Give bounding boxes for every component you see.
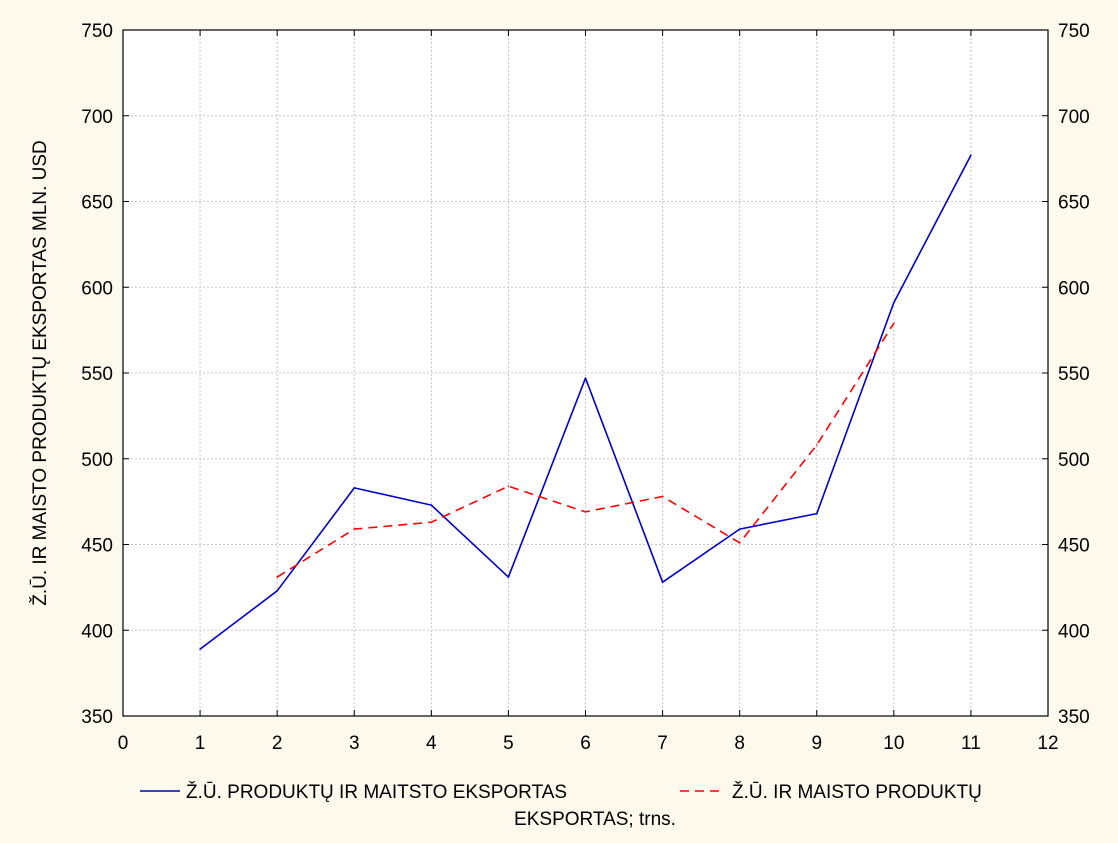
x-tick-label: 8 (734, 733, 745, 754)
data-point-series-2 (353, 528, 356, 530)
y-tick-label-left: 750 (81, 21, 113, 42)
x-tick-label: 1 (195, 733, 206, 754)
data-point-series-1 (430, 504, 433, 506)
y-tick-label-left: 650 (81, 193, 113, 214)
data-point-series-2 (507, 485, 510, 487)
x-tick-label: 5 (503, 733, 514, 754)
y-tick-label-left: 500 (81, 450, 113, 471)
y-tick-label-right: 700 (1058, 107, 1090, 128)
data-point-series-1 (661, 581, 664, 584)
x-tick-label: 2 (272, 733, 283, 754)
data-point-series-2 (738, 541, 741, 544)
x-tick-label: 12 (1037, 733, 1058, 754)
y-tick-label-right: 550 (1058, 364, 1090, 385)
y-tick-label-left: 350 (81, 707, 113, 728)
y-tick-label-left: 700 (81, 107, 113, 128)
x-tick-label: 9 (811, 733, 822, 754)
x-tick-label: 3 (349, 733, 360, 754)
data-point-series-1 (507, 576, 510, 578)
data-point-series-2 (430, 521, 433, 524)
y-tick-label-right: 450 (1058, 536, 1090, 557)
y-tick-label-left: 550 (81, 364, 113, 385)
x-tick-label: 0 (118, 733, 129, 754)
data-point-series-1 (199, 648, 201, 650)
plot-area (123, 30, 1048, 716)
data-point-series-1 (893, 301, 895, 304)
x-tick-label: 10 (883, 733, 904, 754)
data-point-series-1 (276, 590, 278, 592)
y-tick-label-right: 500 (1058, 450, 1090, 471)
data-point-series-1 (738, 528, 741, 530)
ticks: 0 1 2 3 4 5 6 7 8 9 10 11 12350400450500550600650700… (81, 21, 1089, 754)
y-tick-label-right: 400 (1058, 621, 1090, 642)
legend: Ž.Ū. PRODUKTŲ IR MAITSTO EKSPORTAS Ž.Ū. … (140, 781, 982, 830)
data-point-series-2 (661, 495, 664, 498)
x-tick-label: 4 (426, 733, 437, 754)
data-point-series-1 (353, 487, 356, 489)
data-point-series-2 (815, 444, 818, 446)
y-axis-title: Ž.Ū. IR MAISTO PRODUKTŲ EKSPORTAS MLN. U… (29, 140, 51, 606)
data-point-series-1 (815, 512, 818, 515)
data-point-series-1 (970, 154, 972, 156)
x-tick-label: 6 (580, 733, 591, 754)
legend-label-series-2-line-1: Ž.Ū. IR MAISTO PRODUKTŲ (732, 781, 982, 803)
y-tick-label-right: 750 (1058, 21, 1090, 42)
y-tick-label-right: 350 (1058, 707, 1090, 728)
data-point-series-2 (893, 322, 895, 325)
y-tick-label-left: 600 (81, 278, 113, 299)
y-tick-label-right: 650 (1058, 193, 1090, 214)
y-tick-label-left: 450 (81, 536, 113, 557)
data-point-series-2 (584, 511, 587, 513)
x-tick-label: 11 (961, 733, 981, 754)
x-tick-label: 7 (657, 733, 668, 754)
series-layer (199, 154, 972, 650)
data-point-series-2 (276, 576, 278, 578)
legend-label-series-1: Ž.Ū. PRODUKTŲ IR MAITSTO EKSPORTAS (186, 781, 567, 803)
data-point-series-1 (584, 377, 587, 379)
y-tick-label-left: 400 (81, 621, 113, 642)
y-tick-label-right: 600 (1058, 278, 1090, 299)
legend-label-series-2-line-2: EKSPORTAS; trns. (514, 809, 676, 830)
